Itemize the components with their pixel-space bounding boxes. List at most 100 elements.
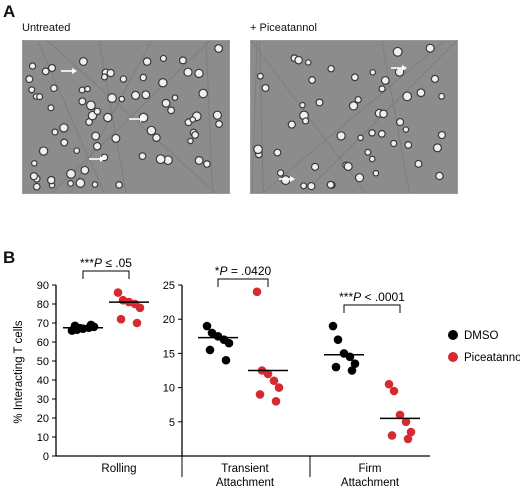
micrograph-untreated-cell [86, 119, 92, 125]
micrograph-untreated-cell [34, 184, 40, 190]
micrograph-piceatannol-cell [278, 170, 284, 176]
micrograph-untreated-cell [112, 135, 120, 142]
micrograph-untreated [22, 40, 230, 194]
micrograph-untreated-cell [80, 58, 87, 65]
micrograph-untreated-cell [140, 74, 146, 81]
micrograph-piceatannol-cell [327, 181, 334, 188]
micrograph-piceatannol-streak [262, 41, 445, 193]
micrograph-piceatannol [250, 40, 458, 194]
micrograph-untreated-cell [30, 63, 36, 69]
micrograph-piceatannol-cell [355, 97, 361, 103]
micrograph-untreated-cell [120, 76, 126, 82]
category-label-rolling: Rolling [101, 463, 136, 475]
micrograph-untreated-cell [48, 177, 55, 184]
micrograph-piceatannol-cell [434, 144, 441, 152]
micrograph-untreated-cell [31, 173, 37, 180]
micrograph-piceatannol-cell [316, 99, 323, 106]
micrograph-untreated-cell [153, 134, 160, 141]
micrograph-piceatannol-cell [300, 103, 305, 108]
micrograph-untreated-cell [215, 45, 222, 52]
data-point-firm-piceatannol [384, 379, 394, 389]
micrograph-untreated-streak [51, 41, 210, 193]
micrograph-piceatannol-cell [405, 142, 412, 148]
micrograph-untreated-cell [88, 112, 97, 120]
data-point-rolling-piceatannol [113, 288, 123, 297]
micrograph-untreated-cell [87, 101, 95, 110]
micrograph-untreated-streak [47, 41, 217, 193]
arrow-icon-head [72, 68, 77, 74]
micrograph-untreated-cell [67, 170, 75, 178]
micrograph-piceatannol-cell [358, 135, 363, 140]
micrograph-piceatannol-cell [258, 73, 263, 79]
data-point-rolling-piceatannol [135, 303, 145, 313]
micrograph-untreated-cell [79, 87, 85, 93]
micrograph-untreated-cell [102, 74, 107, 80]
rolling-significance-bracket [82, 270, 130, 279]
y-tick-label-left: 30 [37, 394, 49, 406]
data-point-firm-dmso [347, 366, 357, 375]
micrograph-piceatannol-cell [309, 77, 315, 83]
data-point-firm-piceatannol [387, 431, 397, 440]
micrograph-piceatannol-cell [365, 149, 371, 155]
data-point-firm-dmso [350, 359, 360, 368]
micrograph-untreated-cell [156, 155, 165, 163]
micrograph-untreated-cell [107, 70, 114, 77]
micrograph-piceatannol-cell [403, 92, 411, 101]
micrograph-piceatannol-cell [379, 86, 385, 92]
data-point-firm-dmso [328, 321, 338, 331]
micrograph-piceatannol-cell [432, 76, 438, 82]
micrograph-piceatannol-cell [344, 163, 352, 170]
micrograph-piceatannol-cell [417, 89, 425, 96]
micrograph-untreated-cell [195, 157, 203, 164]
piceatannol-label: + Piceatannol [250, 22, 317, 34]
micrograph-piceatannol-cell [308, 183, 315, 190]
micrograph-piceatannol-cell [426, 44, 434, 52]
micrograph-untreated-cell [162, 99, 170, 107]
data-point-transient-piceatannol [269, 376, 279, 386]
micrograph-piceatannol-cell [301, 183, 306, 189]
micrograph-untreated-cell [190, 117, 195, 122]
data-point-firm-dmso [345, 352, 355, 362]
transient-significance-bracket [217, 278, 269, 287]
data-point-firm-piceatannol [395, 410, 405, 420]
micrograph-untreated-cell [76, 179, 85, 187]
micrograph-untreated-cell [48, 105, 54, 111]
arrow-icon-head [100, 156, 105, 162]
legend: DMSO Piceatannol [448, 330, 520, 364]
micrograph-untreated-cell [37, 94, 42, 99]
micrograph-untreated-cell [68, 181, 73, 186]
micrograph-piceatannol-streak [381, 41, 410, 193]
data-point-transient-dmso [205, 345, 215, 355]
micrograph-piceatannol-streak [259, 41, 264, 193]
micrograph-piceatannol-cell [438, 132, 445, 138]
micrograph-untreated-cell [213, 111, 221, 119]
micrograph-untreated-cell [204, 161, 210, 167]
micrograph-piceatannol-cell [379, 131, 385, 137]
micrograph-untreated-cell [164, 156, 172, 164]
data-point-rolling-piceatannol [132, 318, 142, 328]
arrow-icon-head [402, 65, 407, 71]
firm-significance-text: ***P < .0001 [339, 290, 405, 304]
micrograph-piceatannol-cell [391, 141, 397, 146]
micrograph-untreated-cell [94, 108, 100, 114]
data-point-firm-piceatannol [389, 386, 399, 396]
micrograph-untreated-cell [116, 182, 122, 188]
micrograph-untreated-cell [79, 98, 86, 105]
category-label-transient-line2: Attachment [216, 477, 275, 489]
micrograph-untreated-cell [142, 91, 150, 99]
data-point-transient-dmso [224, 338, 234, 348]
micrograph-untreated-cell [104, 113, 112, 121]
micrograph-piceatannol-cell [382, 77, 389, 84]
category-label-firm-line1: Firm [359, 463, 382, 475]
y-tick-label-left: 70 [37, 318, 49, 330]
micrograph-piceatannol-cell [295, 57, 302, 64]
micrograph-untreated-cell [180, 57, 186, 64]
micrograph-untreated-cell [119, 96, 124, 102]
arrow-icon-head [140, 116, 145, 122]
micrograph-untreated-cell [139, 153, 146, 159]
y-axis-label: % Interacting T cells [13, 320, 25, 423]
micrograph-untreated-cell [192, 132, 198, 138]
micrograph-untreated-cell [26, 76, 33, 82]
micrograph-untreated-cell [108, 94, 116, 102]
y-tick-label-right: 25 [163, 280, 175, 292]
